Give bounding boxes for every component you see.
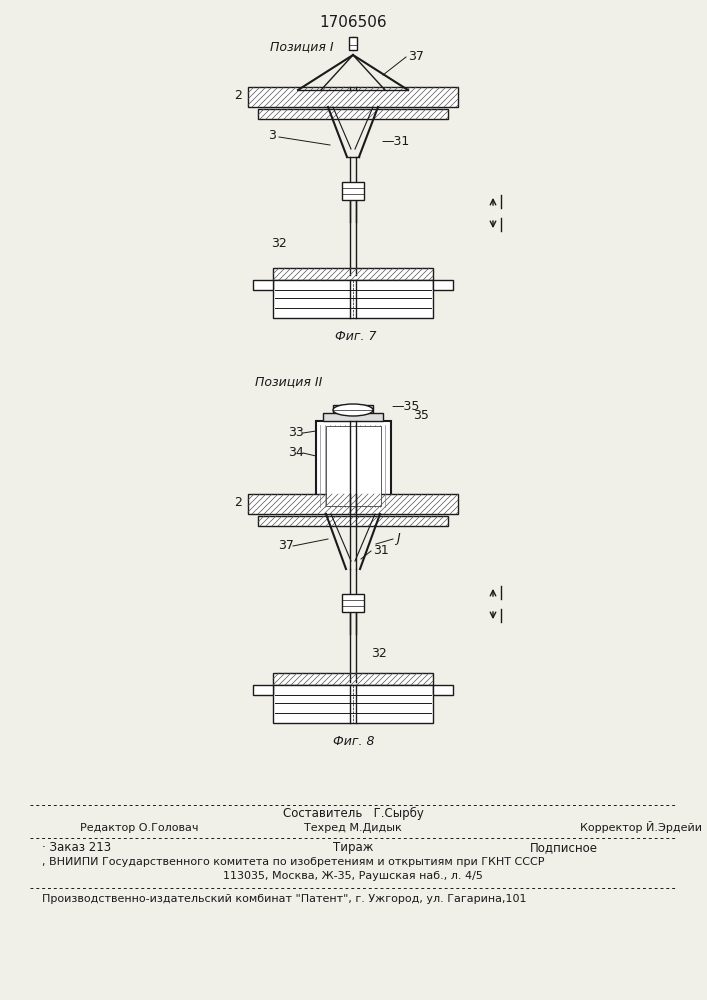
Text: 3: 3 [268, 129, 276, 142]
Text: 1706506: 1706506 [319, 15, 387, 30]
Bar [316, 421, 391, 511]
Bar [349, 37, 357, 50]
Text: Корректор Й.Эрдейи: Корректор Й.Эрдейи [580, 821, 702, 833]
Text: 34: 34 [288, 446, 304, 459]
Text: Составитель   Г.Сырбу: Составитель Г.Сырбу [283, 807, 423, 820]
Text: , ВНИИПИ Государственного комитета по изобретениям и открытиям при ГКНТ СССР: , ВНИИПИ Государственного комитета по из… [42, 857, 544, 867]
Text: Редактор О.Головач: Редактор О.Головач [80, 823, 199, 833]
Bar [323, 413, 383, 421]
Bar [433, 280, 453, 290]
Bar [258, 516, 448, 526]
Bar [342, 182, 364, 200]
Ellipse shape [333, 404, 373, 416]
Bar [253, 685, 273, 695]
Bar [248, 87, 458, 107]
Bar [273, 673, 433, 685]
Bar [326, 426, 381, 506]
Text: 35: 35 [413, 409, 429, 422]
Text: Тираж: Тираж [333, 841, 373, 854]
Bar [273, 280, 433, 318]
Text: 37: 37 [278, 539, 294, 552]
Text: Техред М.Дидык: Техред М.Дидык [304, 823, 402, 833]
Text: Фиг. 8: Фиг. 8 [333, 735, 375, 748]
Text: Подписное: Подписное [530, 841, 598, 854]
Text: —31: —31 [381, 135, 409, 148]
Text: 32: 32 [271, 237, 287, 250]
Text: 32: 32 [371, 647, 387, 660]
Bar [273, 268, 433, 280]
Bar [253, 280, 273, 290]
Text: 2: 2 [234, 89, 242, 102]
Text: Фиг. 7: Фиг. 7 [335, 330, 377, 343]
Text: 33: 33 [288, 426, 304, 439]
Text: 113035, Москва, Ж-35, Раушская наб., л. 4/5: 113035, Москва, Ж-35, Раушская наб., л. … [223, 871, 483, 881]
Bar [258, 109, 448, 119]
Text: · Заказ 213: · Заказ 213 [42, 841, 111, 854]
Text: Позиция I: Позиция I [270, 40, 334, 53]
Text: 37: 37 [408, 50, 424, 63]
Text: 31: 31 [373, 544, 389, 557]
Bar [333, 405, 373, 413]
Text: —35: —35 [391, 400, 419, 413]
Bar [248, 494, 458, 514]
Bar [342, 594, 364, 612]
Text: Производственно-издательский комбинат "Патент", г. Ужгород, ул. Гагарина,101: Производственно-издательский комбинат "П… [42, 894, 527, 904]
Text: 2: 2 [234, 496, 242, 509]
Bar [273, 685, 433, 723]
Text: Позиция II: Позиция II [255, 375, 322, 388]
Bar [433, 685, 453, 695]
Text: J: J [396, 532, 399, 545]
